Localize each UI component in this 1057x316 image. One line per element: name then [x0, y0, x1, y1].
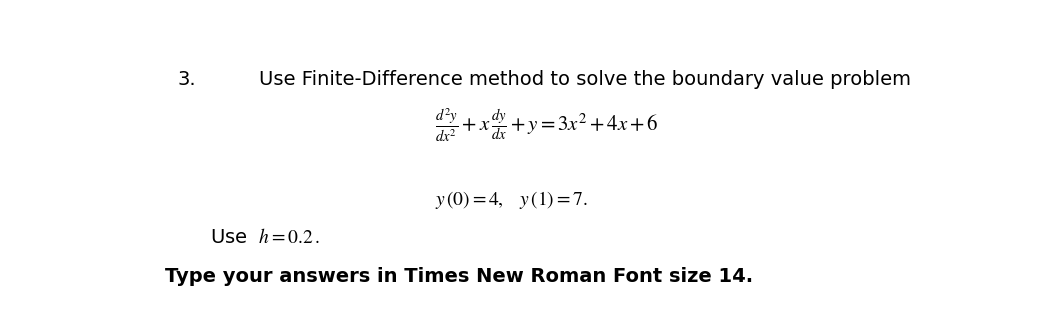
Text: $\frac{d^2y}{dx^2} + x\,\frac{dy}{dx} + y = 3x^2 + 4x + 6$: $\frac{d^2y}{dx^2} + x\,\frac{dy}{dx} + …: [435, 107, 659, 144]
Text: 3.: 3.: [178, 70, 196, 88]
Text: Use Finite-Difference method to solve the boundary value problem: Use Finite-Difference method to solve th…: [259, 70, 911, 88]
Text: Use  $h = 0.2\,.$: Use $h = 0.2\,.$: [210, 228, 319, 247]
Text: $y\,(0) = 4, \quad y\,(1) = 7.$: $y\,(0) = 4, \quad y\,(1) = 7.$: [435, 189, 588, 211]
Text: Type your answers in Times New Roman Font size 14.: Type your answers in Times New Roman Fon…: [165, 267, 753, 286]
